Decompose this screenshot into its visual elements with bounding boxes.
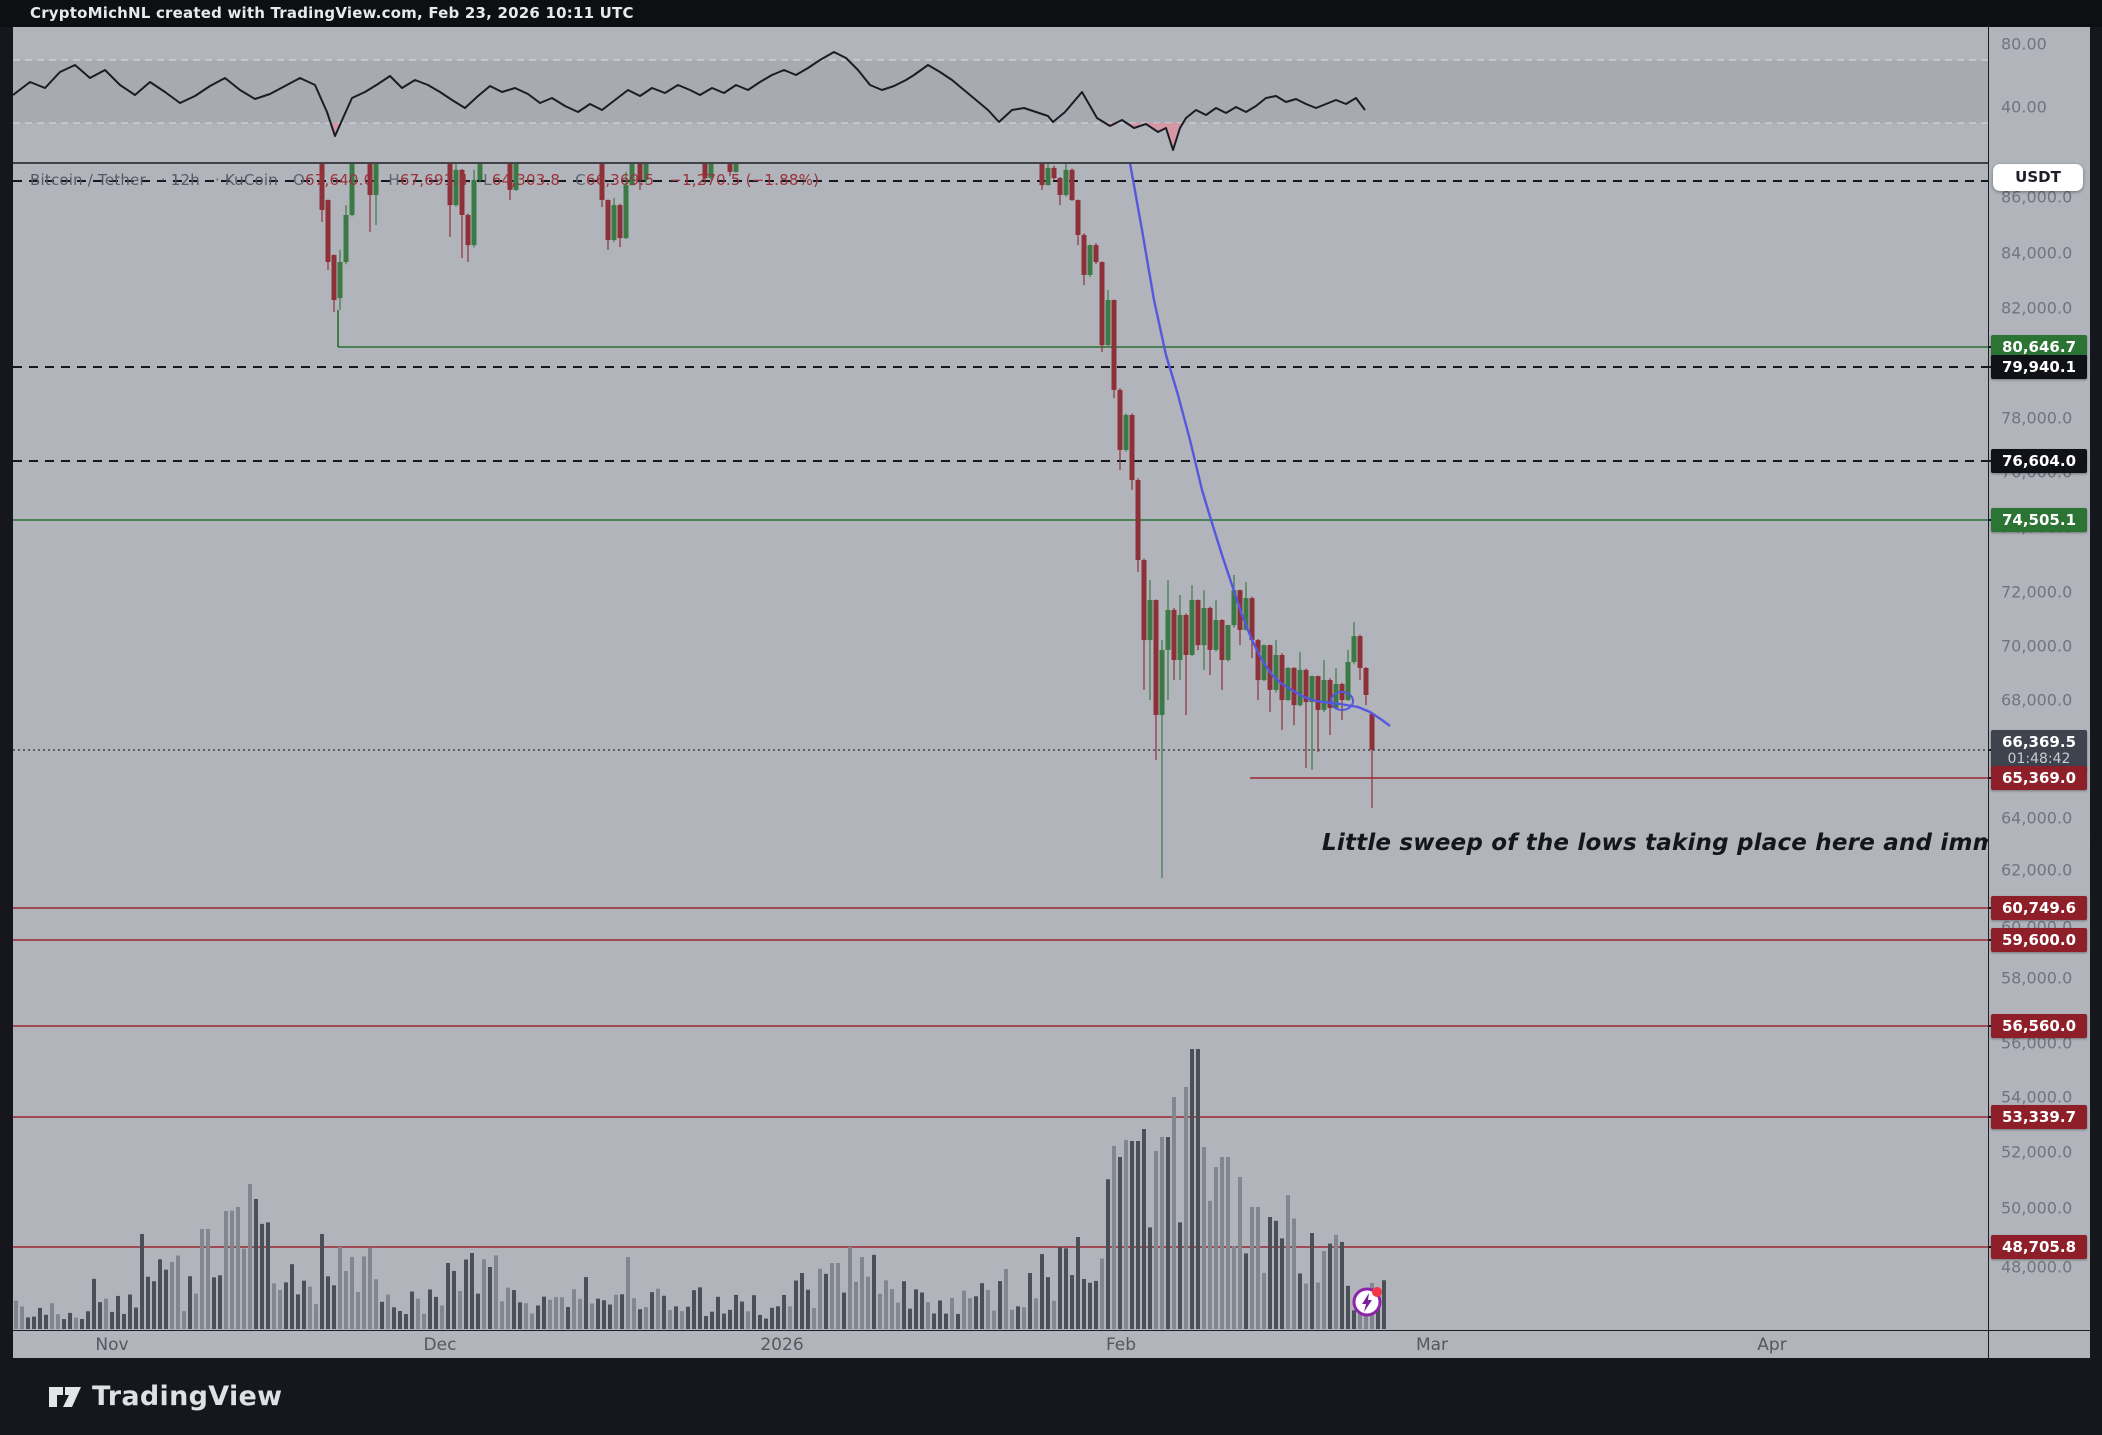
chart-svg[interactable] bbox=[13, 27, 1988, 1330]
low-value: 64,303.8 bbox=[491, 171, 561, 189]
time-axis-label: Nov bbox=[95, 1335, 129, 1355]
tradingview-wordmark: TradingView bbox=[92, 1381, 283, 1412]
price-badge: 48,705.8 bbox=[1991, 1235, 2087, 1259]
price-grid-label: 62,000.0 bbox=[2001, 860, 2073, 880]
price-badge: 65,369.0 bbox=[1991, 766, 2087, 790]
time-axis-label: Mar bbox=[1415, 1335, 1449, 1355]
chart-canvas[interactable] bbox=[13, 27, 1988, 1330]
volume-layer bbox=[14, 1049, 1386, 1329]
tradingview-logo[interactable]: TradingView bbox=[48, 1381, 282, 1412]
symbol-name: Bitcoin / Tether bbox=[30, 171, 146, 189]
flash-notification-icon[interactable] bbox=[1348, 1283, 1388, 1323]
rsi-scale-label: 40.00 bbox=[2001, 97, 2047, 117]
price-grid-label: 58,000.0 bbox=[2001, 968, 2073, 988]
price-grid-label: 56,000.0 bbox=[2001, 1033, 2073, 1053]
price-badge: 53,339.7 bbox=[1991, 1105, 2087, 1129]
price-scale[interactable]: 80.0040.0086,000.084,000.082,000.080,000… bbox=[1988, 27, 2090, 1330]
exchange-label: KuCoin bbox=[224, 171, 278, 189]
scale-divider bbox=[1988, 1330, 1989, 1358]
rsi-scale-label: 80.00 bbox=[2001, 34, 2047, 54]
price-grid-label: 86,000.0 bbox=[2001, 187, 2073, 207]
open-label: O bbox=[292, 171, 305, 189]
time-axis-label: 2026 bbox=[760, 1335, 804, 1355]
price-badge: 60,749.6 bbox=[1991, 896, 2087, 920]
currency-toggle-button[interactable]: USDT bbox=[1993, 164, 2083, 191]
price-grid-label: 48,000.0 bbox=[2001, 1257, 2073, 1277]
high-label: H bbox=[388, 171, 400, 189]
open-value: 67,640.0 bbox=[304, 171, 374, 189]
high-value: 67,691.4 bbox=[399, 171, 469, 189]
price-badge: 79,940.1 bbox=[1991, 355, 2087, 379]
price-badge: 76,604.0 bbox=[1991, 449, 2087, 473]
price-badge: 66,369.5 01:48:42 bbox=[1991, 730, 2087, 770]
time-axis-label: Dec bbox=[423, 1335, 457, 1355]
credit-bar: CryptoMichNL created with TradingView.co… bbox=[0, 0, 2102, 27]
price-grid-label: 50,000.0 bbox=[2001, 1198, 2073, 1218]
tradingview-mark-icon bbox=[49, 1386, 81, 1407]
credit-text: CryptoMichNL created with TradingView.co… bbox=[30, 4, 634, 22]
price-badge: 59,600.0 bbox=[1991, 928, 2087, 952]
price-badge: 56,560.0 bbox=[1991, 1014, 2087, 1038]
close-value: 66,369.5 bbox=[585, 171, 655, 189]
price-grid-label: 54,000.0 bbox=[2001, 1087, 2073, 1107]
price-grid-label: 52,000.0 bbox=[2001, 1142, 2073, 1162]
ma-line bbox=[1128, 164, 1391, 727]
price-grid-label: 68,000.0 bbox=[2001, 690, 2073, 710]
interval-label: 12h bbox=[170, 171, 200, 189]
legend-separator: · bbox=[214, 171, 220, 189]
time-axis-label: Apr bbox=[1757, 1335, 1787, 1355]
price-badge: 74,505.1 bbox=[1991, 508, 2087, 532]
rsi-pane bbox=[13, 51, 1988, 151]
symbol-legend[interactable]: Bitcoin / Tether · 12h · KuCoin O67,640.… bbox=[30, 171, 819, 189]
time-axis-label: Feb bbox=[1105, 1335, 1137, 1355]
price-grid-label: 72,000.0 bbox=[2001, 582, 2073, 602]
price-grid-label: 64,000.0 bbox=[2001, 808, 2073, 828]
chart-annotation: Little sweep of the lows taking place he… bbox=[1322, 830, 2102, 856]
close-label: C bbox=[575, 171, 586, 189]
change-value: −1,270.5 (−1.88%) bbox=[669, 171, 820, 189]
price-grid-label: 70,000.0 bbox=[2001, 636, 2073, 656]
time-axis[interactable]: Nov Dec 2026 Feb Mar Apr bbox=[13, 1330, 2090, 1358]
price-grid-label: 84,000.0 bbox=[2001, 243, 2073, 263]
price-grid-label: 82,000.0 bbox=[2001, 298, 2073, 318]
legend-separator: · bbox=[160, 171, 166, 189]
low-label: L bbox=[483, 171, 492, 189]
price-grid-label: 78,000.0 bbox=[2001, 408, 2073, 428]
price-level-lines[interactable] bbox=[13, 180, 1988, 1248]
